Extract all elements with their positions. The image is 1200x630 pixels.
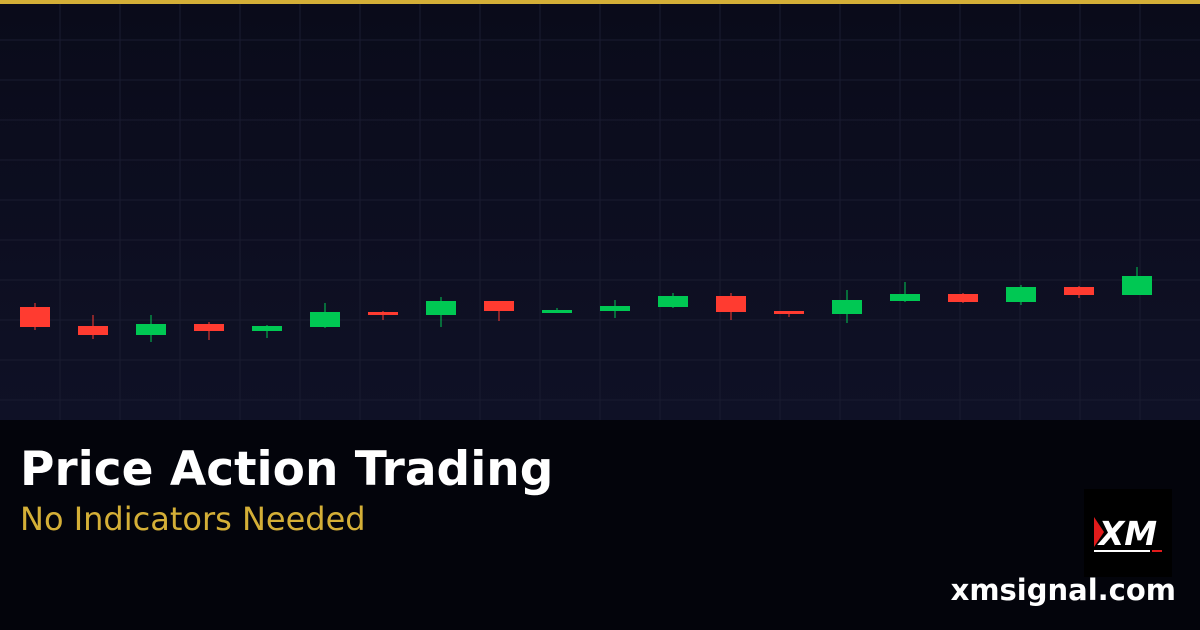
candle-bullish	[1006, 287, 1036, 302]
candle-bearish	[1064, 287, 1094, 295]
candle-bearish	[368, 312, 398, 315]
candle-bullish	[658, 296, 688, 307]
xm-logo-icon: XM	[1094, 514, 1162, 553]
candle-bullish	[426, 301, 456, 315]
candle-bearish	[774, 311, 804, 314]
candle-bullish	[136, 324, 166, 335]
svg-text:XM: XM	[1097, 514, 1157, 553]
accent-bar	[0, 0, 1200, 4]
candle-bullish	[890, 294, 920, 301]
candle-bearish	[78, 326, 108, 335]
candle-bearish	[716, 296, 746, 312]
candle-bullish	[600, 306, 630, 311]
candle-bullish	[310, 312, 340, 327]
candle-bearish	[484, 301, 514, 311]
page-title: Price Action Trading	[20, 442, 554, 497]
candle-bearish	[948, 294, 978, 302]
xm-logo: XM	[1084, 489, 1172, 577]
subtitle: No Indicators Needed	[20, 500, 366, 538]
candle-bearish	[20, 307, 50, 327]
website-url: xmsignal.com	[950, 573, 1176, 607]
candlestick-chart	[0, 4, 1200, 420]
candle-bullish	[1122, 276, 1152, 295]
candle-bullish	[252, 326, 282, 331]
candle-bullish	[542, 310, 572, 313]
candle-bullish	[832, 300, 862, 314]
title-panel	[0, 420, 1200, 630]
candle-bearish	[194, 324, 224, 331]
